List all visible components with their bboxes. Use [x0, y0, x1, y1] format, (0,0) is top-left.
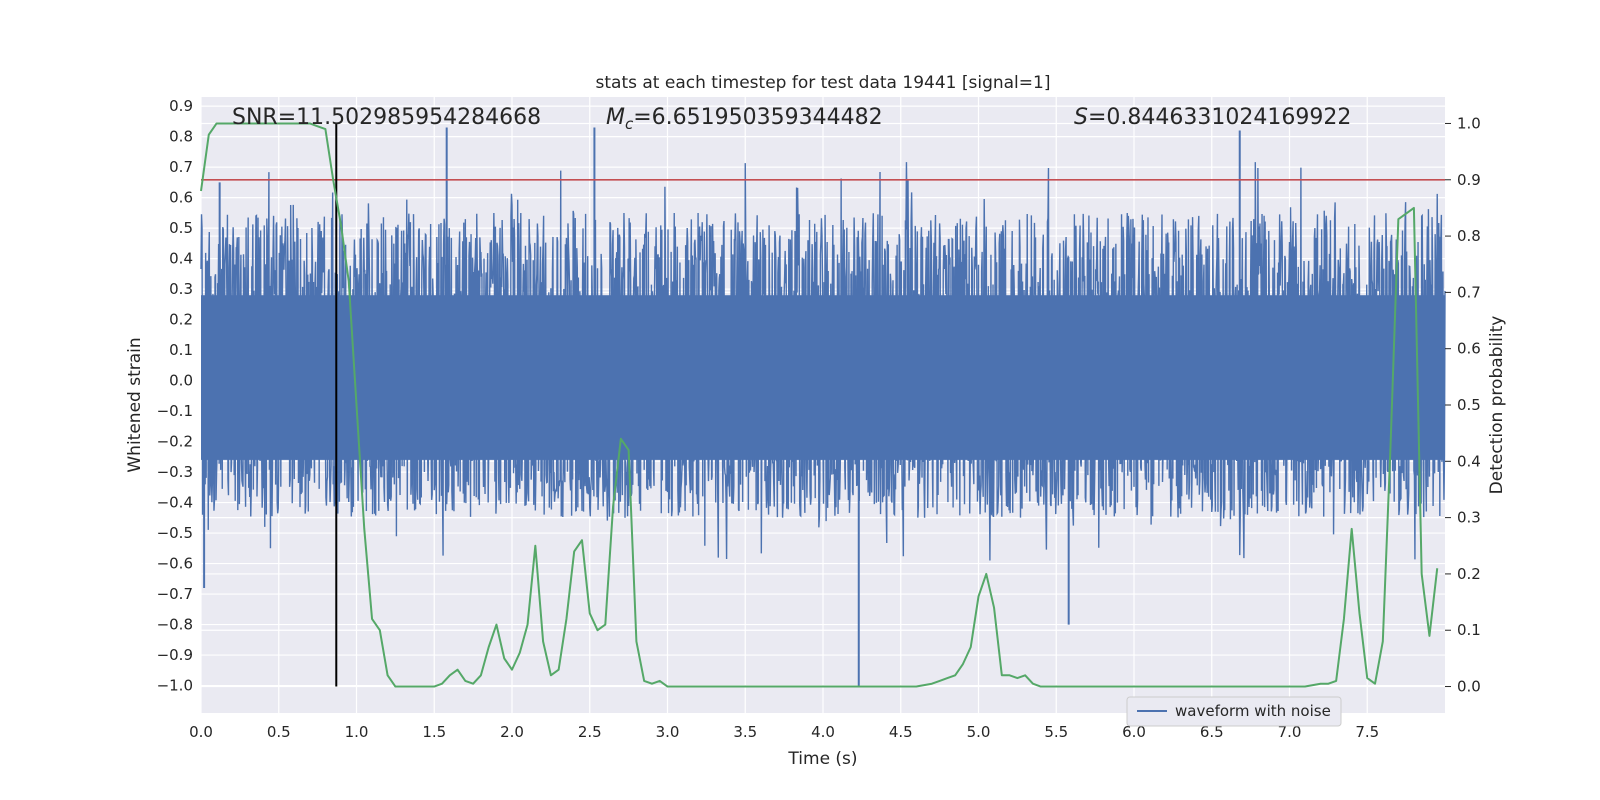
x-tick-label: 3.5 — [733, 723, 757, 741]
x-tick-label: 6.5 — [1200, 723, 1224, 741]
legend-entry-waveform: waveform with noise — [1175, 702, 1331, 720]
x-axis-label: Time (s) — [787, 749, 857, 769]
detection-probability-line — [200, 122, 1439, 688]
x-tick-label: 1.5 — [422, 723, 446, 741]
y2-axis-ticks: 0.0 0.1 0.2 0.3 0.4 0.5 0.6 0.7 0.8 0.9 1.0 — [1445, 114, 1481, 696]
chirp-mass-subscript: c — [625, 115, 634, 133]
x-tick-label: 5.5 — [1044, 723, 1068, 741]
y-axis-label: Whitened strain — [125, 337, 145, 472]
chirp-mass-annotation: Mc=6.651950359344482 — [606, 105, 883, 133]
chirp-mass-symbol: M — [606, 105, 625, 130]
y-tick-label: −0.1 — [157, 402, 193, 420]
chart-title: stats at each timestep for test data 194… — [596, 73, 1051, 93]
y2-tick-label: 0.4 — [1457, 452, 1481, 470]
y-tick-label: 0.1 — [169, 341, 193, 359]
y-tick-label: −1.0 — [157, 677, 193, 695]
x-tick-label: 7.0 — [1278, 723, 1302, 741]
y-tick-label: 0.0 — [169, 372, 193, 390]
y-tick-label: 0.3 — [169, 280, 193, 298]
x-tick-label: 6.0 — [1122, 723, 1146, 741]
spin-annotation: S=0.8446331024169922 — [1074, 105, 1351, 130]
y-tick-label: −0.5 — [157, 524, 193, 542]
x-tick-label: 0.0 — [189, 723, 213, 741]
y2-tick-label: 0.2 — [1457, 565, 1481, 583]
x-tick-label: 1.0 — [345, 723, 369, 741]
x-tick-label: 2.0 — [500, 723, 524, 741]
x-tick-label: 4.0 — [811, 723, 835, 741]
y-tick-label: 0.2 — [169, 311, 193, 329]
y-tick-label: 0.5 — [169, 219, 193, 237]
x-tick-label: 0.5 — [267, 723, 291, 741]
y-tick-label: 0.9 — [169, 97, 193, 115]
x-tick-label: 2.5 — [578, 723, 602, 741]
y-tick-label: 0.7 — [169, 158, 193, 176]
y2-tick-label: 0.9 — [1457, 171, 1481, 189]
y2-tick-label: 0.0 — [1457, 678, 1481, 696]
y-tick-label: −0.8 — [157, 616, 193, 634]
waveform-core-band — [201, 295, 1445, 460]
y-axis-ticks: 0.9 0.8 0.7 0.6 0.5 0.4 0.3 0.2 0.1 0.0 −0.1 −0.2 −0… — [157, 97, 193, 694]
y2-tick-label: 0.6 — [1457, 340, 1481, 358]
y-tick-label: −0.7 — [157, 585, 193, 603]
y2-axis-label: Detection probability — [1487, 316, 1507, 495]
spin-value: =0.8446331024169922 — [1088, 105, 1351, 130]
snr-annotation: SNR=11.502985954284668 — [232, 105, 541, 130]
y2-tick-label: 0.5 — [1457, 396, 1481, 414]
x-axis-ticks: 0.0 0.5 1.0 1.5 2.0 2.5 3.0 3.5 4.0 4.5 5.0 5.5 6.0 6… — [189, 723, 1379, 741]
legend-box — [1126, 696, 1342, 727]
y-tick-label: −0.2 — [157, 433, 193, 451]
x-tick-label: 5.0 — [967, 723, 991, 741]
overlay-layer — [200, 122, 1445, 688]
y-tick-label: −0.3 — [157, 463, 193, 481]
chirp-mass-value: =6.651950359344482 — [633, 105, 882, 130]
y-tick-label: 0.4 — [169, 250, 193, 268]
y2-tick-label: 1.0 — [1457, 114, 1481, 132]
y-tick-label: 0.8 — [169, 128, 193, 146]
x-tick-label: 7.5 — [1355, 723, 1379, 741]
legend: waveform with noise — [1126, 696, 1342, 727]
y-tick-label: −0.6 — [157, 555, 193, 573]
y2-tick-label: 0.7 — [1457, 283, 1481, 301]
spin-symbol: S — [1074, 105, 1088, 130]
y-tick-label: −0.9 — [157, 646, 193, 664]
y-tick-label: 0.6 — [169, 189, 193, 207]
x-tick-label: 4.5 — [889, 723, 913, 741]
y2-tick-label: 0.3 — [1457, 509, 1481, 527]
y2-tick-label: 0.1 — [1457, 621, 1481, 639]
y-tick-label: −0.4 — [157, 494, 193, 512]
waveform-with-noise-series — [200, 127, 1446, 686]
y2-tick-label: 0.8 — [1457, 227, 1481, 245]
x-tick-label: 3.0 — [656, 723, 680, 741]
